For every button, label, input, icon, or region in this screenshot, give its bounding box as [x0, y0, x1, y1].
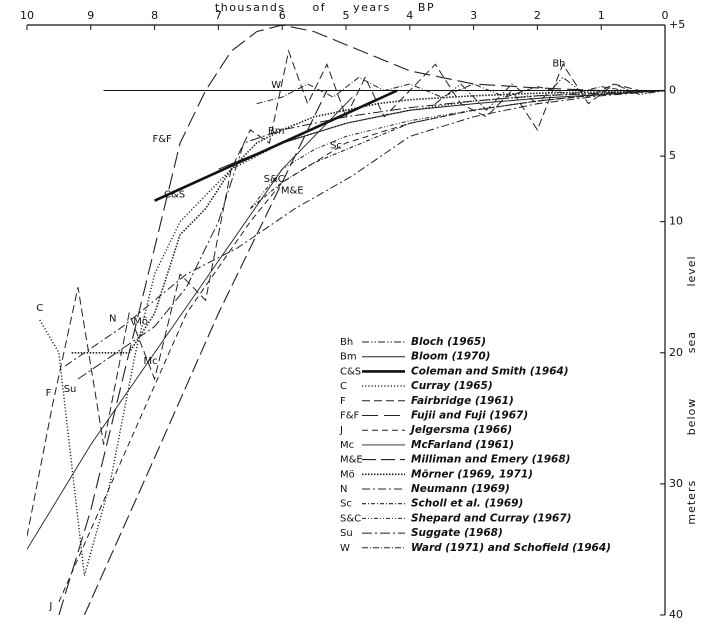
series-label: J [48, 601, 52, 612]
series-label: F&F [152, 134, 172, 145]
legend-abbr: Su [340, 528, 353, 539]
legend-abbr: F&F [340, 411, 360, 422]
y-tick-label: 10 [669, 215, 683, 228]
legend-label: Curray (1965) [411, 380, 493, 392]
x-axis-label: thousands of years BP [215, 1, 435, 14]
legend-label: Scholl et al. (1969) [411, 498, 523, 510]
series-label: F [46, 388, 52, 399]
x-tick-label: 9 [87, 9, 94, 22]
y-tick-label: 40 [669, 608, 683, 621]
legend-abbr: C&S [340, 366, 361, 377]
series-label: Sc [330, 141, 342, 152]
legend-abbr: S&C [340, 513, 361, 524]
x-tick-label: 8 [151, 9, 158, 22]
legend-background [335, 332, 630, 560]
plot-area [27, 25, 665, 615]
series-line [27, 49, 665, 537]
legend-abbr: Mö [340, 469, 355, 480]
series-line [71, 89, 665, 354]
x-tick-label: 0 [662, 9, 669, 22]
x-tick-label: 6 [279, 9, 286, 22]
series-line [83, 90, 328, 615]
series-line [218, 90, 665, 170]
legend-label: Neumann (1969) [411, 483, 510, 495]
series-line [249, 90, 665, 210]
legend-abbr: Bm [340, 352, 357, 363]
x-tick-label: 10 [20, 9, 34, 22]
legend-label: Shepard and Curray (1967) [411, 512, 571, 524]
series-label: Bm [268, 126, 285, 137]
x-tick-label: 7 [215, 9, 222, 22]
x-tick-label: 3 [470, 9, 477, 22]
y-axis-label: meters below sea level [685, 255, 698, 524]
legend-abbr: Mc [340, 440, 354, 451]
series-line [77, 90, 665, 380]
legend-label: Suggate (1968) [411, 527, 503, 539]
series-label: C&S [164, 190, 185, 201]
legend-label: Mörner (1969, 1971) [411, 468, 533, 480]
series-label: Bh [552, 58, 565, 69]
series-label: Su [64, 384, 77, 395]
series-label: C [36, 303, 43, 314]
x-tick-label: 5 [343, 9, 350, 22]
legend-abbr: Bh [340, 337, 353, 348]
legend-abbr: W [340, 543, 350, 554]
legend-label: Fujii and Fuji (1967) [411, 410, 528, 422]
series-label: M&E [281, 185, 304, 196]
series-label: Mö [133, 316, 148, 327]
y-tick-label: 0 [669, 84, 676, 97]
series-label: N [109, 314, 116, 325]
series-line [249, 90, 665, 209]
y-tick-label: 30 [669, 477, 683, 490]
series-label: W [271, 80, 281, 91]
series-label: Mc [144, 356, 158, 367]
series-line [58, 25, 665, 615]
legend-abbr: N [340, 484, 347, 495]
y-tick-label: 20 [669, 346, 683, 359]
legend-abbr: C [340, 381, 347, 392]
y-tick-label: +5 [669, 18, 685, 31]
legend-abbr: F [340, 396, 346, 407]
legend-label: Bloch (1965) [411, 336, 486, 348]
legend-label: Milliman and Emery (1968) [411, 454, 570, 466]
series-line [27, 96, 353, 550]
legend-label: Fairbridge (1961) [411, 395, 514, 407]
legend-abbr: Sc [340, 499, 352, 510]
series-line [65, 90, 665, 367]
y-tick-label: 5 [669, 149, 676, 162]
series-line [154, 89, 398, 202]
x-tick-label: 2 [534, 9, 541, 22]
x-tick-label: 1 [598, 9, 605, 22]
series-label: S&C [264, 174, 285, 185]
x-tick-label: 4 [406, 9, 413, 22]
legend-abbr: J [339, 425, 343, 436]
legend-abbr: M&E [340, 455, 363, 466]
series-line [434, 76, 665, 111]
legend-label: Ward (1971) and Schofield (1964) [411, 542, 611, 554]
legend-label: Jelgersma (1966) [409, 424, 512, 436]
legend-label: Coleman and Smith (1964) [411, 365, 569, 377]
legend-label: Bloom (1970) [411, 351, 490, 363]
legend-label: McFarland (1961) [411, 439, 514, 451]
